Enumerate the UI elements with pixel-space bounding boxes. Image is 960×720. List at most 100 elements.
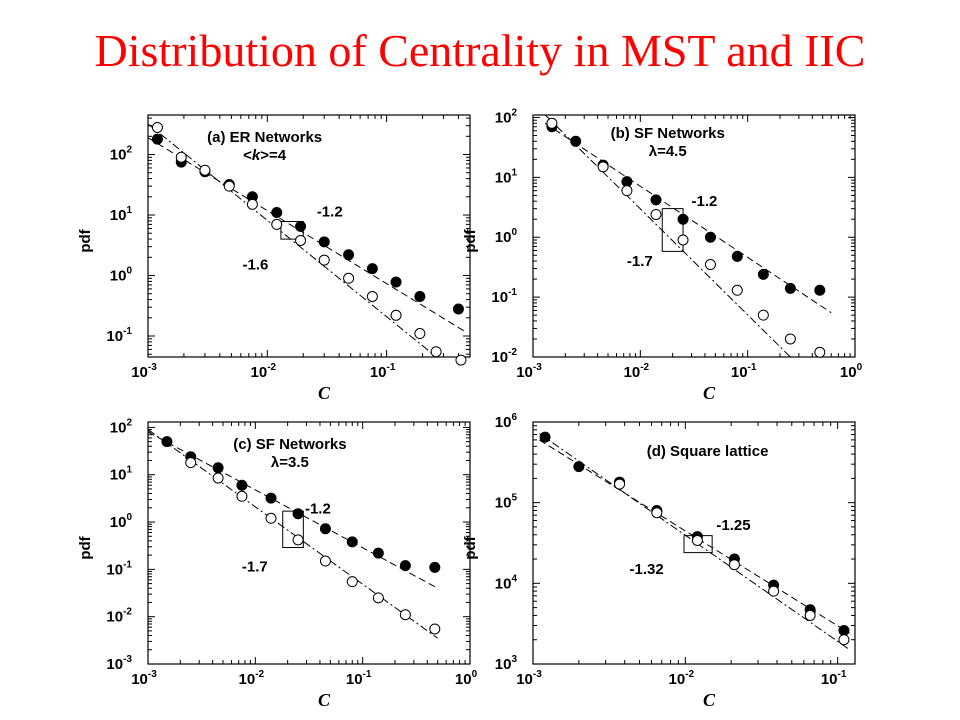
mst-data-point	[814, 284, 826, 296]
iic-data-point	[430, 346, 442, 358]
slope-annotation: -1.7	[627, 253, 653, 270]
y-axis-label: pdf	[462, 228, 479, 252]
iic-data-point	[271, 218, 283, 230]
iic-data-point	[784, 333, 796, 345]
iic-data-point	[838, 634, 850, 646]
iic-data-point	[343, 272, 355, 284]
y-axis-label: pdf	[77, 535, 94, 559]
panel-subtitle: λ=4.5	[649, 143, 687, 160]
slope-guide	[661, 208, 684, 252]
iic-data-point	[372, 592, 384, 604]
iic-data-point	[650, 208, 662, 220]
iic-data-point	[292, 534, 304, 546]
iic-data-point	[814, 346, 826, 358]
mst-data-point	[212, 462, 224, 474]
iic-data-point	[319, 555, 331, 567]
x-tick-label: 10-2	[624, 362, 650, 381]
iic-data-point	[728, 559, 740, 571]
y-tick-label: 102	[110, 145, 133, 164]
y-tick-label: 102	[495, 107, 518, 126]
iic-data-point	[236, 490, 248, 502]
mst-data-point	[570, 135, 582, 147]
iic-data-point	[151, 121, 163, 133]
chart-svg: 10-3 10-2 10-1 100 10-3 10-2 10-1 100 101 102 Cpdf…	[77, 417, 478, 710]
plot-frame	[147, 421, 471, 665]
x-axis-label: C	[703, 383, 716, 403]
iic-data-point	[185, 457, 197, 469]
iic-data-point	[757, 309, 769, 321]
slope-annotation: -1.6	[243, 257, 269, 274]
y-tick-label: 106	[495, 412, 518, 431]
fit-line-iic	[544, 115, 791, 357]
y-tick-label: 10-1	[106, 559, 132, 578]
mst-data-point	[271, 207, 283, 219]
slope-annotation: -1.32	[629, 561, 663, 578]
iic-data-point	[295, 234, 307, 246]
slope-annotation: -1.25	[716, 517, 750, 534]
mst-data-point	[372, 547, 384, 559]
iic-data-point	[768, 585, 780, 597]
y-tick-label: 10-2	[491, 347, 517, 366]
mst-data-point	[731, 250, 743, 262]
chart-svg: 10-3 10-2 10-1 10010-210-1100101102Cpdf-1.2…	[462, 107, 863, 403]
iic-data-point	[414, 328, 426, 340]
x-tick-label: 10-3	[131, 362, 157, 381]
plot-frame	[532, 114, 856, 358]
slope-annotation: -1.2	[305, 501, 331, 518]
mst-data-point	[429, 561, 441, 573]
x-tick-label: 10-1	[821, 669, 847, 688]
iic-data-point	[223, 180, 235, 192]
iic-data-point	[804, 609, 816, 621]
iic-data-point	[731, 284, 743, 296]
x-tick-label: 10-3	[516, 669, 542, 688]
x-tick-label: 10-1	[370, 362, 396, 381]
mst-data-point	[621, 176, 633, 188]
iic-data-point	[651, 507, 663, 519]
iic-data-point	[621, 185, 633, 197]
x-tick-label: 100	[455, 669, 478, 688]
x-axis-label: C	[318, 383, 331, 403]
panel-title: (b) SF Networks	[611, 125, 725, 142]
mst-data-point	[704, 231, 716, 243]
panel-title: (d) Square lattice	[647, 443, 769, 460]
iic-data-point	[366, 291, 378, 302]
iic-data-point	[265, 512, 277, 524]
mst-data-point	[265, 492, 277, 504]
y-tick-label: 100	[495, 227, 518, 246]
mst-data-point	[757, 268, 769, 280]
y-tick-label: 10-1	[491, 287, 517, 306]
mst-data-point	[151, 133, 163, 145]
slope-annotation: -1.2	[317, 203, 343, 220]
y-tick-label: 10-2	[106, 607, 132, 626]
plot-frame	[147, 114, 471, 358]
mst-data-point	[236, 479, 248, 491]
y-tick-label: 104	[495, 573, 518, 592]
slide-title: Distribution of Centrality in MST and II…	[94, 25, 866, 76]
mst-data-point	[292, 508, 304, 520]
y-tick-label: 101	[110, 205, 133, 224]
mst-data-point	[346, 536, 358, 548]
iic-data-point	[614, 478, 626, 490]
mst-data-point	[319, 523, 331, 535]
iic-data-point	[429, 623, 441, 635]
mst-data-point	[318, 236, 330, 248]
fit-line-iic	[148, 123, 438, 357]
mst-data-point	[366, 263, 378, 275]
iic-data-point	[318, 254, 330, 266]
plot-frame	[532, 421, 856, 665]
y-tick-label: 100	[110, 266, 133, 285]
x-axis-label: C	[703, 690, 716, 710]
mst-data-point	[838, 625, 850, 637]
mst-data-point	[414, 291, 426, 302]
iic-data-point	[212, 472, 224, 484]
x-tick-label: 10-2	[251, 362, 277, 381]
mst-data-point	[343, 249, 355, 261]
iic-data-point	[597, 161, 609, 173]
fit-line-iic	[148, 429, 438, 639]
y-tick-label: 100	[110, 512, 133, 531]
mst-data-point	[295, 220, 307, 232]
